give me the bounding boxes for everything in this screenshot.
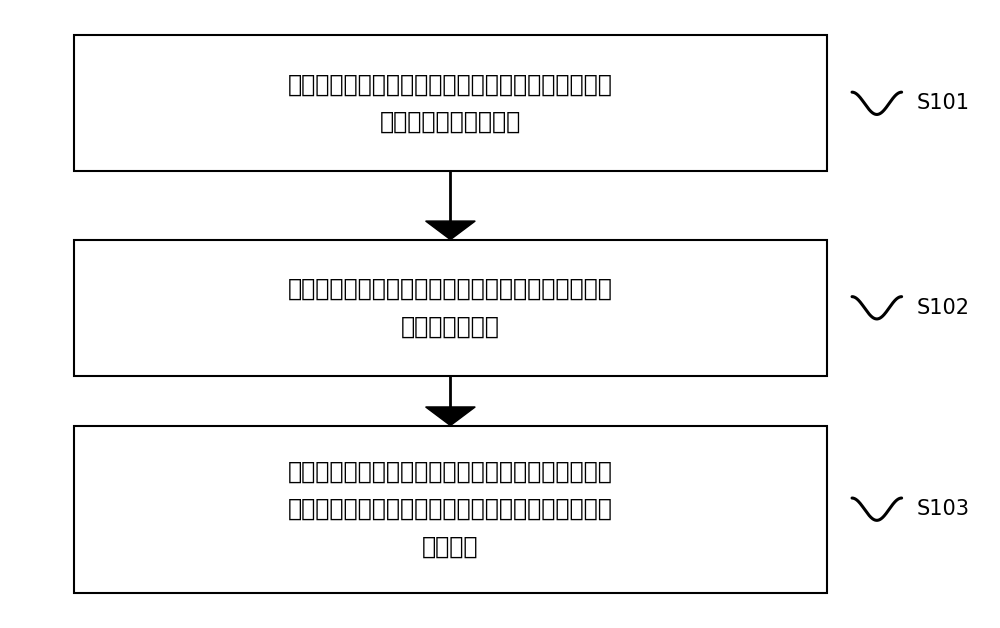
Text: 调用该勾画模板对应的勾画模型在器官勾画范围中进
行相应器官的轮廓勾画，以得到医学影像数据的器官
轮廓数据: 调用该勾画模板对应的勾画模型在器官勾画范围中进 行相应器官的轮廓勾画，以得到医学… xyxy=(288,460,613,558)
Polygon shape xyxy=(426,221,475,240)
Text: 获取当前待勾画的医学影像数据，并确定该医学影像
数据中的器官勾画范围: 获取当前待勾画的医学影像数据，并确定该医学影像 数据中的器官勾画范围 xyxy=(288,73,613,134)
Text: S102: S102 xyxy=(917,298,970,318)
Bar xyxy=(74,426,827,593)
Text: S101: S101 xyxy=(917,94,970,113)
Text: S103: S103 xyxy=(917,499,970,519)
Text: 根据器官勾画范围确定勾画模板，该勾画模板包括至
少两个器官标识: 根据器官勾画范围确定勾画模板，该勾画模板包括至 少两个器官标识 xyxy=(288,277,613,338)
Bar xyxy=(74,240,827,376)
Bar xyxy=(74,35,827,171)
Polygon shape xyxy=(426,407,475,426)
